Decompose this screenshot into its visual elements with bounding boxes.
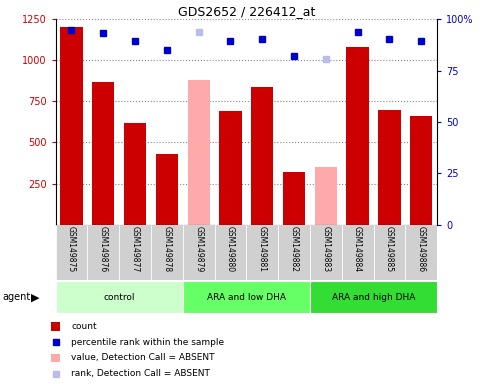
Bar [310,225,342,280]
Bar [219,111,242,225]
Bar [251,86,273,225]
Bar [310,281,437,313]
Text: ARA and high DHA: ARA and high DHA [332,293,415,302]
Text: GSM149885: GSM149885 [385,226,394,272]
Text: percentile rank within the sample: percentile rank within the sample [71,338,225,347]
Bar [183,225,214,280]
Bar [315,167,337,225]
Title: GDS2652 / 226412_at: GDS2652 / 226412_at [178,5,315,18]
Text: GSM149880: GSM149880 [226,226,235,272]
Text: GSM149876: GSM149876 [99,226,108,273]
Bar [92,82,114,225]
Bar [124,123,146,225]
Bar [346,47,369,225]
Bar [51,354,60,362]
Text: GSM149882: GSM149882 [289,226,298,272]
Text: GSM149878: GSM149878 [162,226,171,272]
Bar [60,27,83,225]
Bar [410,116,432,225]
Bar [342,225,373,280]
Text: GSM149879: GSM149879 [194,226,203,273]
Text: GSM149884: GSM149884 [353,226,362,272]
Bar [156,154,178,225]
Bar [187,80,210,225]
Text: GSM149881: GSM149881 [258,226,267,272]
Bar [378,109,400,225]
Bar [56,225,87,280]
Text: ▶: ▶ [30,292,39,302]
Bar [278,225,310,280]
Bar [151,225,183,280]
Bar [87,225,119,280]
Bar [283,172,305,225]
Bar [119,225,151,280]
Bar [405,225,437,280]
Text: GSM149877: GSM149877 [130,226,140,273]
Text: control: control [103,293,135,302]
Bar [214,225,246,280]
Text: agent: agent [2,292,30,302]
Text: rank, Detection Call = ABSENT: rank, Detection Call = ABSENT [71,369,210,378]
Bar [246,225,278,280]
Text: value, Detection Call = ABSENT: value, Detection Call = ABSENT [71,354,215,362]
Bar [183,281,310,313]
Text: GSM149883: GSM149883 [321,226,330,272]
Bar [56,281,183,313]
Text: ARA and low DHA: ARA and low DHA [207,293,286,302]
Bar [51,322,60,331]
Text: GSM149886: GSM149886 [417,226,426,272]
Text: GSM149875: GSM149875 [67,226,76,273]
Bar [373,225,405,280]
Text: count: count [71,322,97,331]
